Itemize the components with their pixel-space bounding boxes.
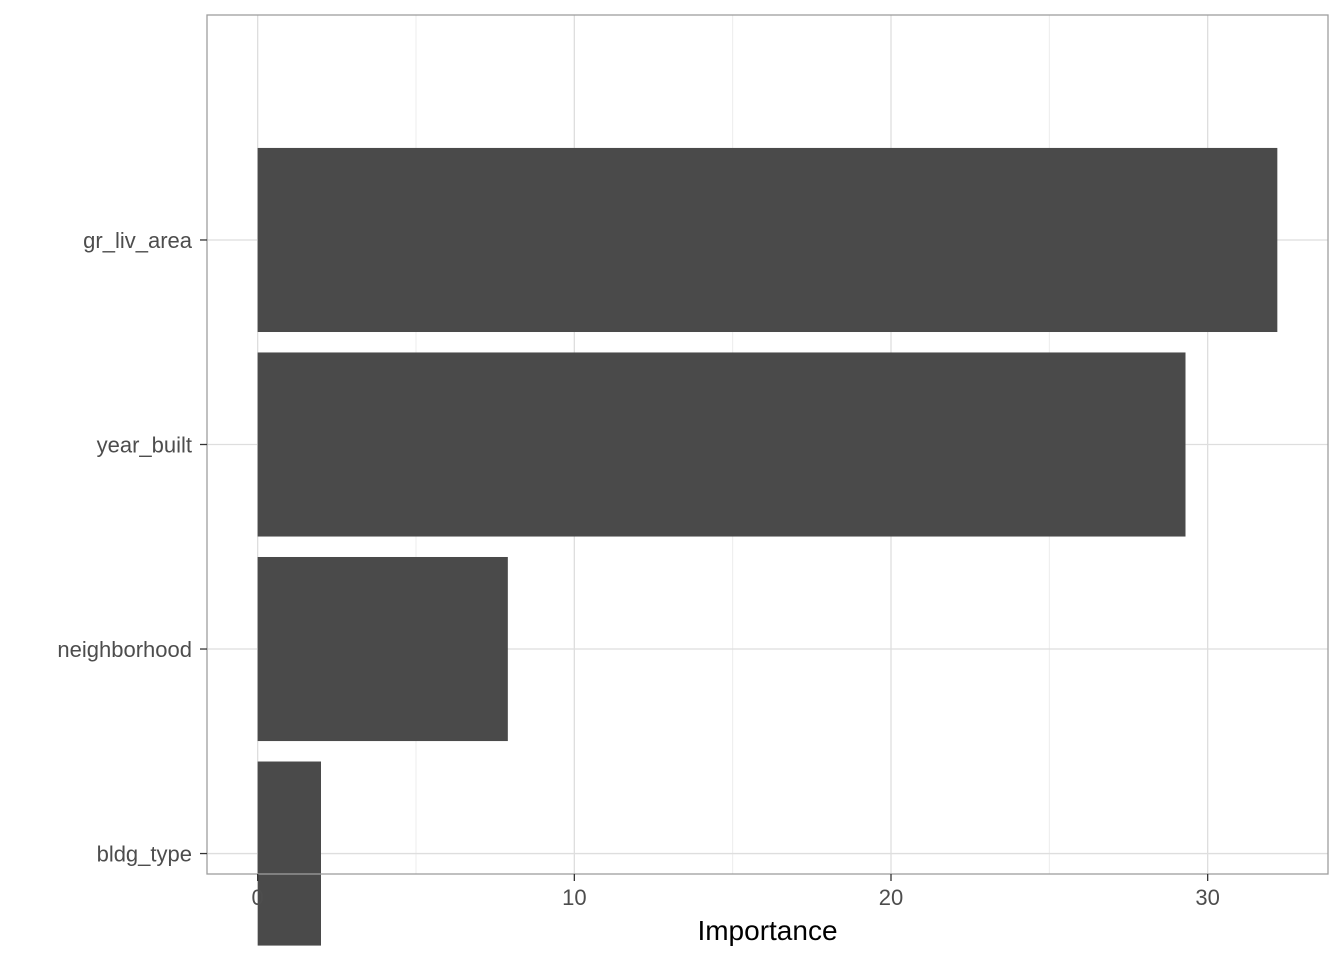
y-tick-label: gr_liv_area [83, 228, 193, 253]
x-axis-title: Importance [697, 915, 837, 946]
bars [257, 147, 1278, 946]
x-tick-label: 10 [562, 885, 586, 910]
y-tick-label: neighborhood [57, 637, 192, 662]
y-axis: gr_liv_area year_built neighborhood bldg_ty… [57, 228, 207, 867]
bar-year-built [257, 352, 1186, 537]
x-tick-label: 20 [879, 885, 903, 910]
bar-gr-liv-area [257, 147, 1278, 333]
y-tick-label: year_built [97, 433, 192, 458]
x-tick-label: 30 [1195, 885, 1219, 910]
bar-neighborhood [257, 556, 508, 742]
x-tick-label: 0 [252, 885, 264, 910]
x-axis: 0 10 20 30 [252, 874, 1220, 910]
bar-bldg-type [257, 761, 321, 946]
y-tick-label: bldg_type [97, 842, 192, 867]
